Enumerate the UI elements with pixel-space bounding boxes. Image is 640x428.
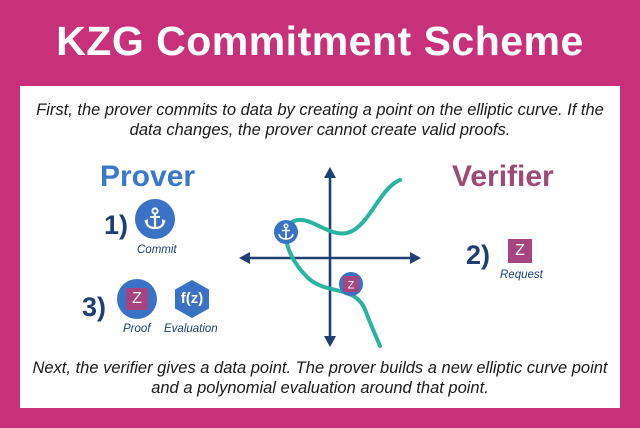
step-1-number: 1) <box>104 210 129 240</box>
elliptic-curve-diagram: Z <box>239 167 421 348</box>
elliptic-curve <box>283 178 402 348</box>
request-caption: Request <box>500 269 543 281</box>
intro-text: First, the prover commits to data by cre… <box>36 101 604 139</box>
step-2-number: 2) <box>466 240 491 270</box>
request-point-z-glyph: Z <box>348 280 355 292</box>
commit-caption: Commit <box>137 244 177 256</box>
proof-z-glyph: Z <box>126 288 148 310</box>
proof-badge: Z <box>117 279 157 319</box>
step-3-number: 3) <box>82 292 107 322</box>
evaluation-fz-glyph: f(z) <box>180 290 204 307</box>
evaluation-caption: Evaluation <box>164 323 218 335</box>
content-panel: First, the prover commits to data by cre… <box>20 86 620 408</box>
request-point-marker: Z <box>339 272 363 296</box>
commit-point-marker <box>274 220 298 244</box>
verifier-heading: Verifier <box>452 160 554 193</box>
request-z-glyph: Z <box>508 239 532 263</box>
anchor-icon <box>144 207 166 230</box>
prover-heading: Prover <box>100 160 196 193</box>
proof-caption: Proof <box>123 323 151 335</box>
anchor-icon <box>278 223 294 240</box>
page-title: KZG Commitment Scheme <box>56 18 584 64</box>
outro-text: Next, the verifier gives a data point. T… <box>32 359 608 397</box>
commit-anchor-badge <box>135 199 175 239</box>
evaluation-hexagon-icon <box>175 280 209 318</box>
axes <box>239 167 421 347</box>
